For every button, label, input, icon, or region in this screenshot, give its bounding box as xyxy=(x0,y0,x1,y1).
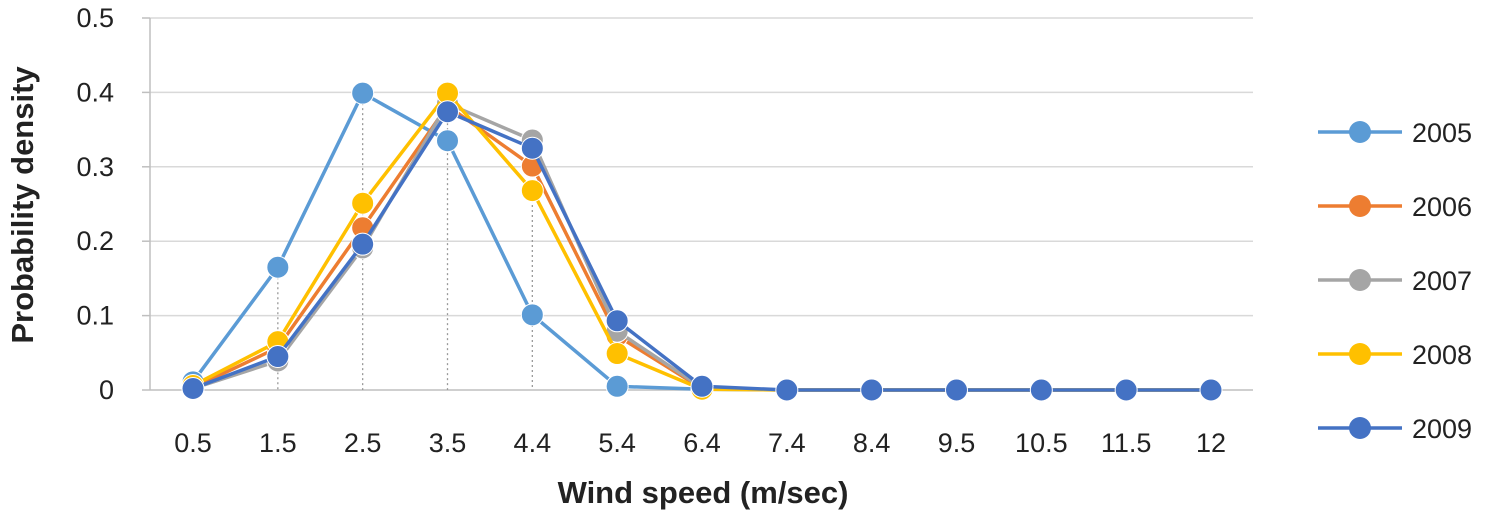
x-tick-label: 2.5 xyxy=(344,428,382,458)
data-point-2009 xyxy=(1114,378,1138,402)
series-line-2006 xyxy=(192,104,1211,392)
data-point-2009 xyxy=(436,100,459,124)
data-point-2008 xyxy=(351,191,375,215)
series-line-2007 xyxy=(192,101,1211,392)
data-point-2009 xyxy=(181,377,205,401)
y-tick-label: 0.5 xyxy=(76,3,114,33)
legend-marker xyxy=(1349,195,1371,217)
y-axis-ticks: 0 0.1 0.2 0.3 0.4 0.5 xyxy=(76,3,114,405)
data-point-2009 xyxy=(266,345,290,369)
data-point-2009 xyxy=(775,378,799,402)
legend: 2005 2006 2007 2008 2009 xyxy=(1318,118,1472,444)
data-point-2009 xyxy=(1029,378,1053,402)
x-tick-label: 3.5 xyxy=(429,428,467,458)
legend-item-2005: 2005 xyxy=(1318,118,1472,148)
data-point-2005 xyxy=(436,129,459,153)
y-tick-label: 0.3 xyxy=(76,152,114,182)
x-tick-label: 7.4 xyxy=(768,428,806,458)
x-tick-label: 4.4 xyxy=(514,428,552,458)
x-tick-label: 1.5 xyxy=(259,428,297,458)
x-tick-label: 0.5 xyxy=(174,428,212,458)
x-tick-label: 12 xyxy=(1196,428,1226,458)
legend-marker xyxy=(1349,121,1371,143)
x-axis-title: Wind speed (m/sec) xyxy=(558,475,849,510)
legend-item-2006: 2006 xyxy=(1318,192,1472,222)
legend-label: 2009 xyxy=(1412,414,1472,444)
legend-label: 2006 xyxy=(1412,192,1472,222)
y-tick-label: 0.2 xyxy=(76,226,114,256)
y-tick-label: 0.4 xyxy=(76,77,114,107)
data-point-2009 xyxy=(605,309,629,333)
data-point-2009 xyxy=(520,136,544,160)
x-tick-label: 10.5 xyxy=(1015,428,1068,458)
gridlines xyxy=(142,17,1253,391)
x-tick-label: 9.5 xyxy=(938,428,976,458)
legend-marker xyxy=(1349,417,1371,439)
x-tick-label: 11.5 xyxy=(1101,428,1152,458)
legend-item-2008: 2008 xyxy=(1318,340,1472,370)
x-axis-ticks: 0.5 1.5 2.5 3.5 4.4 5.4 6.4 7.4 8.4 9.5 10.5 11.5 12 xyxy=(174,428,1226,458)
data-point-2009 xyxy=(1199,378,1223,402)
data-point-2009 xyxy=(351,232,375,256)
legend-label: 2008 xyxy=(1412,340,1472,370)
data-point-2005 xyxy=(605,374,629,398)
x-tick-label: 5.4 xyxy=(598,428,636,458)
data-point-2005 xyxy=(266,255,290,279)
legend-marker xyxy=(1349,343,1371,365)
legend-marker xyxy=(1349,269,1371,291)
data-point-2009 xyxy=(860,378,884,402)
legend-item-2007: 2007 xyxy=(1318,266,1472,296)
data-point-2009 xyxy=(945,378,968,402)
legend-label: 2005 xyxy=(1412,118,1472,148)
legend-item-2009: 2009 xyxy=(1318,414,1472,444)
data-point-2008 xyxy=(605,342,629,366)
y-tick-label: 0 xyxy=(99,375,114,405)
y-axis-title: Probability density xyxy=(5,66,40,344)
y-tick-label: 0.1 xyxy=(76,301,114,331)
data-point-2005 xyxy=(351,81,375,105)
legend-label: 2007 xyxy=(1412,266,1472,296)
x-tick-label: 6.4 xyxy=(683,428,721,458)
data-point-2009 xyxy=(690,374,714,398)
data-point-2005 xyxy=(520,303,544,327)
x-tick-label: 8.4 xyxy=(853,428,891,458)
series-group xyxy=(181,81,1223,402)
series-2009 xyxy=(181,100,1223,402)
data-point-2008 xyxy=(520,179,544,203)
